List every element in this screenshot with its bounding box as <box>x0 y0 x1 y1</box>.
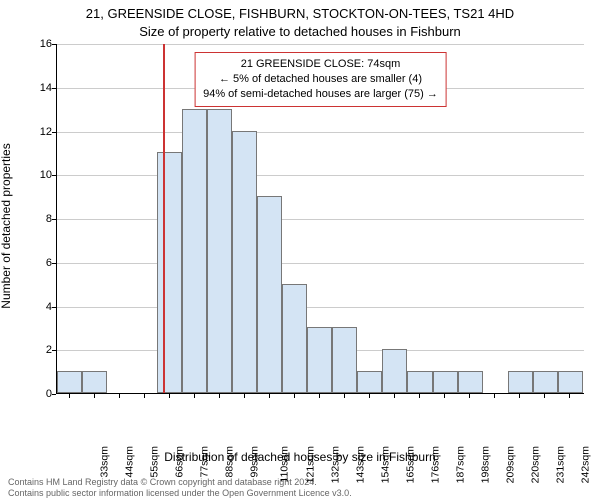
x-tick-label: 55sqm <box>148 446 160 478</box>
x-tick-mark <box>169 394 170 398</box>
y-tick-mark <box>52 394 56 395</box>
y-tick-label: 6 <box>22 257 52 269</box>
x-tick-mark <box>444 394 445 398</box>
y-tick-mark <box>52 350 56 351</box>
page-title-line1: 21, GREENSIDE CLOSE, FISHBURN, STOCKTON-… <box>0 6 600 21</box>
x-tick-label: 220sqm <box>529 446 541 483</box>
histogram-bar <box>232 131 257 394</box>
x-tick-mark <box>419 394 420 398</box>
x-tick-label: 132sqm <box>329 446 341 483</box>
x-tick-mark <box>69 394 70 398</box>
y-tick-label: 14 <box>22 82 52 94</box>
x-tick-mark <box>269 394 270 398</box>
y-tick-label: 8 <box>22 213 52 225</box>
x-tick-label: 33sqm <box>98 446 110 478</box>
callout-line2: ← 5% of detached houses are smaller (4) <box>203 72 438 87</box>
x-tick-mark <box>369 394 370 398</box>
x-tick-label: 110sqm <box>278 446 290 483</box>
histogram-bar <box>382 349 407 393</box>
histogram-bar <box>57 371 82 393</box>
x-tick-label: 77sqm <box>198 446 210 478</box>
histogram-bar <box>82 371 107 393</box>
y-tick-mark <box>52 132 56 133</box>
histogram-bar <box>157 152 182 393</box>
x-tick-label: 99sqm <box>248 446 260 478</box>
x-tick-label: 165sqm <box>404 446 416 483</box>
histogram-bar <box>332 327 357 393</box>
gridline <box>57 307 584 308</box>
histogram-bar <box>558 371 583 393</box>
x-tick-mark <box>544 394 545 398</box>
y-tick-label: 4 <box>22 301 52 313</box>
y-tick-mark <box>52 263 56 264</box>
x-tick-label: 66sqm <box>173 446 185 478</box>
x-tick-label: 242sqm <box>580 446 592 483</box>
histogram-bar <box>307 327 332 393</box>
page-title-line2: Size of property relative to detached ho… <box>0 24 600 39</box>
x-tick-mark <box>244 394 245 398</box>
property-marker-line <box>163 44 165 393</box>
x-tick-label: 44sqm <box>123 446 135 478</box>
histogram-bar <box>508 371 533 393</box>
histogram-bar <box>533 371 558 393</box>
gridline <box>57 132 584 133</box>
x-tick-mark <box>144 394 145 398</box>
x-tick-label: 198sqm <box>479 446 491 483</box>
y-tick-label: 0 <box>22 388 52 400</box>
y-tick-mark <box>52 175 56 176</box>
y-tick-label: 2 <box>22 344 52 356</box>
x-tick-mark <box>319 394 320 398</box>
x-tick-mark <box>219 394 220 398</box>
gridline <box>57 263 584 264</box>
y-tick-label: 12 <box>22 126 52 138</box>
footer-line2: Contains public sector information licen… <box>8 488 592 498</box>
gridline <box>57 44 584 45</box>
x-tick-mark <box>519 394 520 398</box>
x-tick-mark <box>494 394 495 398</box>
gridline <box>57 219 584 220</box>
histogram-bar <box>182 109 207 393</box>
x-tick-mark <box>469 394 470 398</box>
y-axis-label: Number of detached properties <box>0 143 13 308</box>
x-tick-label: 154sqm <box>379 446 391 483</box>
histogram-bar <box>257 196 282 393</box>
histogram-bar <box>282 284 307 393</box>
marker-callout: 21 GREENSIDE CLOSE: 74sqm ← 5% of detach… <box>194 52 447 107</box>
histogram-bar <box>407 371 432 393</box>
y-tick-mark <box>52 307 56 308</box>
y-tick-mark <box>52 44 56 45</box>
callout-line1: 21 GREENSIDE CLOSE: 74sqm <box>203 57 438 72</box>
histogram-bar <box>458 371 483 393</box>
x-tick-label: 187sqm <box>454 446 466 483</box>
y-tick-mark <box>52 219 56 220</box>
x-tick-label: 143sqm <box>354 446 366 483</box>
x-tick-label: 88sqm <box>223 446 235 478</box>
x-tick-label: 209sqm <box>504 446 516 483</box>
callout-line3: 94% of semi-detached houses are larger (… <box>203 87 438 102</box>
x-tick-mark <box>294 394 295 398</box>
histogram-plot: 21 GREENSIDE CLOSE: 74sqm ← 5% of detach… <box>56 44 584 394</box>
x-tick-mark <box>94 394 95 398</box>
x-tick-label: 231sqm <box>554 446 566 483</box>
gridline <box>57 175 584 176</box>
x-tick-label: 121sqm <box>304 446 316 483</box>
y-tick-mark <box>52 88 56 89</box>
x-tick-label: 176sqm <box>429 446 441 483</box>
x-tick-mark <box>569 394 570 398</box>
y-tick-label: 10 <box>22 169 52 181</box>
x-tick-mark <box>194 394 195 398</box>
histogram-bar <box>433 371 458 393</box>
x-tick-mark <box>394 394 395 398</box>
y-tick-label: 16 <box>22 38 52 50</box>
x-tick-mark <box>119 394 120 398</box>
histogram-bar <box>207 109 232 393</box>
x-tick-mark <box>344 394 345 398</box>
histogram-bar <box>357 371 382 393</box>
